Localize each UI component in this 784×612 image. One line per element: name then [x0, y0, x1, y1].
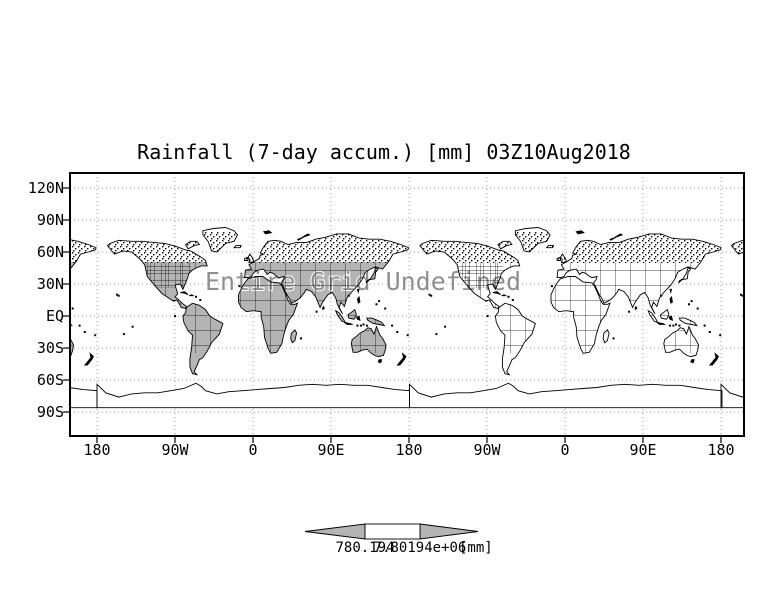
colorbar-left-value: 780.194 [335, 540, 395, 556]
colorbar [304, 523, 479, 540]
x-axis-label: 90E [629, 441, 657, 459]
y-axis-label: EQ [45, 307, 64, 325]
x-axis-label: 90E [317, 441, 345, 459]
x-axis-label: 180 [395, 441, 423, 459]
y-axis-label: 120N [27, 179, 64, 197]
x-axis-label: 180 [707, 441, 735, 459]
y-axis-label: 30N [36, 275, 64, 293]
colorbar-unit: [mm] [459, 540, 493, 556]
x-axis-label: 0 [248, 441, 258, 459]
coastline-layer [70, 227, 744, 409]
plot-title: Rainfall (7-day accum.) [mm] 03Z10Aug201… [137, 140, 631, 164]
colorbar-right-value: 7.80194e+06 [373, 540, 467, 556]
x-axis-label: 0 [560, 441, 570, 459]
world-map: Entire Grid Undefined [70, 227, 744, 409]
y-axis-label: 90N [36, 211, 64, 229]
y-axis-label: 30S [36, 339, 64, 357]
y-axis-label: 90S [36, 403, 64, 421]
y-axis-label: 60N [36, 243, 64, 261]
x-axis-label: 180 [83, 441, 111, 459]
plot-frame [69, 172, 745, 437]
y-axis-label: 60S [36, 371, 64, 389]
x-axis-label: 90W [473, 441, 501, 459]
x-axis-label: 90W [161, 441, 189, 459]
